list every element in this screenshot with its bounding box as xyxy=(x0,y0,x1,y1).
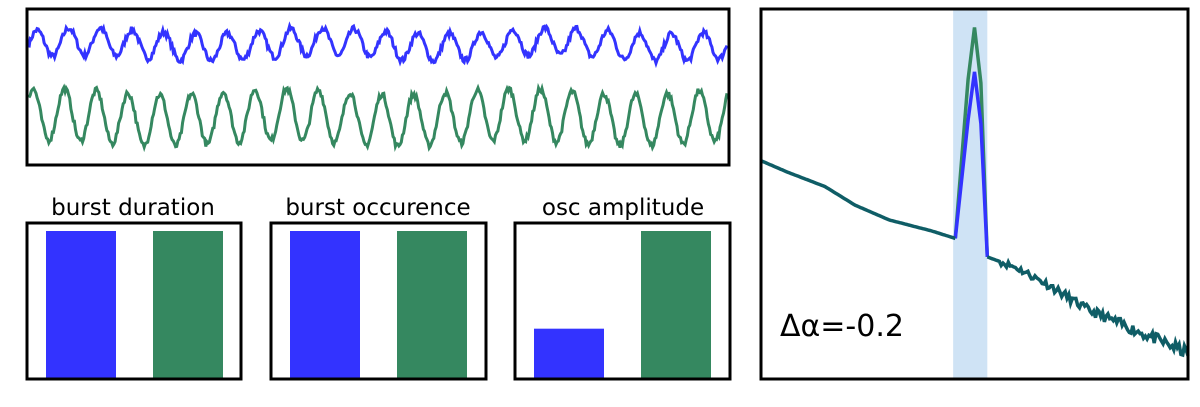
time-series-panel xyxy=(25,7,731,167)
time-series-line-blue xyxy=(27,21,729,69)
bar-group xyxy=(534,231,711,379)
bar-panel-burst-occurence: burst occurence xyxy=(269,195,488,381)
spectrum-base-line xyxy=(760,159,1190,358)
time-series-frame xyxy=(25,7,731,167)
bar-green xyxy=(153,231,223,379)
bar-blue xyxy=(534,328,604,379)
bar-panel-frame xyxy=(513,221,732,381)
bar-group xyxy=(46,231,223,379)
bar-group xyxy=(290,231,467,379)
bar-panel-frame xyxy=(25,221,243,381)
bar-panel-burst-duration: burst duration xyxy=(25,195,243,381)
delta-alpha-annotation: Δα=-0.2 xyxy=(780,309,904,344)
bar-panel-title: burst occurence xyxy=(285,195,470,221)
spectrum-peak-blue xyxy=(953,71,990,257)
bar-panel-title: osc amplitude xyxy=(542,195,704,221)
time-series-line-green xyxy=(27,82,729,153)
bar-panel-frame xyxy=(269,221,488,381)
bar-panel-osc-amplitude: osc amplitude xyxy=(513,195,732,381)
bar-blue xyxy=(46,231,116,379)
bar-blue xyxy=(290,231,360,379)
time-series-lines xyxy=(27,21,729,153)
spectrum-panel: Δα=-0.2 xyxy=(759,7,1190,381)
spectrum-lines xyxy=(760,27,1190,358)
spectrum-frame xyxy=(759,7,1190,381)
bar-green xyxy=(641,231,711,379)
bar-panel-title: burst duration xyxy=(51,195,215,221)
bar-green xyxy=(397,231,467,379)
